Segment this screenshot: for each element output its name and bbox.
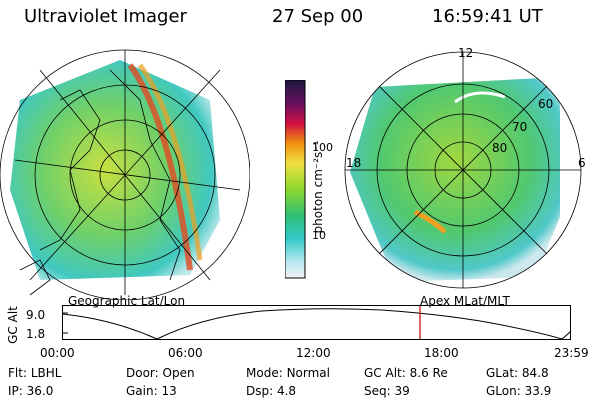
info-ip: IP: 36.0	[8, 384, 54, 398]
info-glon: GLon: 33.9	[486, 384, 552, 398]
timeline-ylabel: GC Alt	[5, 306, 20, 344]
date-label: 27 Sep 00	[272, 6, 364, 27]
mlat-label-70: 70	[512, 120, 528, 134]
colorbar-tick-100: 100	[312, 141, 333, 154]
mlt-label-right: 6	[578, 156, 586, 170]
colorbar-tick-10: 10	[312, 229, 326, 242]
info-mode: Mode: Normal	[246, 366, 330, 380]
timeline-ytick-top: 9.0	[26, 308, 46, 322]
timeline-xtick-0: 00:00	[40, 346, 75, 360]
colorbar	[285, 80, 306, 279]
left-panel-caption: Geographic Lat/Lon	[68, 294, 186, 308]
mlt-label-top: 12	[458, 46, 474, 60]
timeline-xtick-3: 18:00	[424, 346, 459, 360]
apex-polar-plot	[344, 51, 582, 289]
info-seq: Seq: 39	[364, 384, 410, 398]
info-glat: GLat: 84.8	[486, 366, 549, 380]
right-panel-caption: Apex MLat/MLT	[420, 294, 510, 308]
timeline-xtick-1: 06:00	[168, 346, 203, 360]
timeline-ytick-bottom: 1.8	[26, 327, 46, 341]
mlt-label-left: 18	[346, 156, 362, 170]
info-gain: Gain: 13	[126, 384, 177, 398]
info-door: Door: Open	[126, 366, 195, 380]
time-label: 16:59:41 UT	[432, 6, 543, 27]
timeline-xtick-2: 12:00	[296, 346, 331, 360]
altitude-timeline	[62, 305, 572, 340]
info-gcalt: GC Alt: 8.6 Re	[364, 366, 448, 380]
mlat-label-80: 80	[492, 141, 508, 155]
instrument-title: Ultraviolet Imager	[24, 6, 187, 27]
mlat-label-60: 60	[538, 97, 554, 111]
colorbar-label: photon cm⁻²s⁻¹	[311, 140, 325, 234]
info-flt: Flt: LBHL	[8, 366, 62, 380]
info-dsp: Dsp: 4.8	[246, 384, 297, 398]
geographic-image	[0, 49, 250, 300]
timeline-xtick-4: 23:59	[554, 346, 589, 360]
